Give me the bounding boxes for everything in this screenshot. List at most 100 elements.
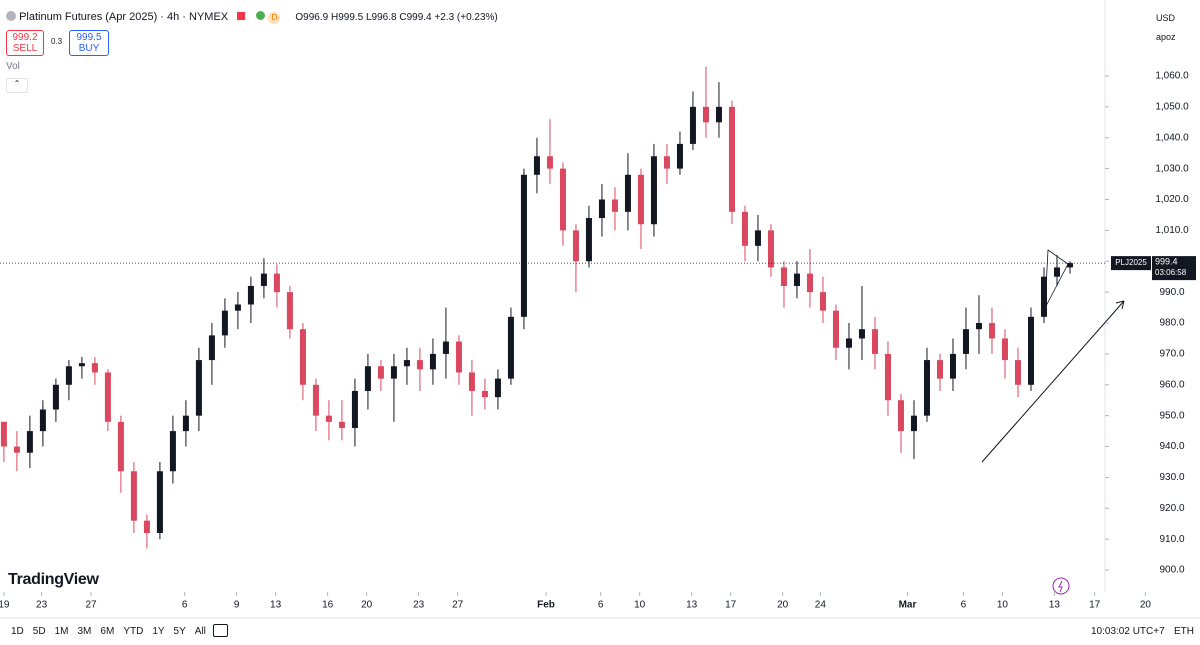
candle-body xyxy=(494,378,501,398)
symbol-title[interactable]: Platinum Futures (Apr 2025) · 4h · NYMEX xyxy=(19,11,229,23)
candle xyxy=(962,307,969,370)
candle xyxy=(130,461,137,534)
candle-body xyxy=(871,329,878,354)
candle-body xyxy=(546,156,553,169)
timeframe-button[interactable]: YTD xyxy=(123,626,144,637)
candle-body xyxy=(208,335,215,361)
date-range-button[interactable] xyxy=(213,624,228,637)
candle xyxy=(273,264,280,308)
candle xyxy=(767,224,774,277)
y-tick-label: 1,030.0 xyxy=(1155,163,1189,174)
candle-body xyxy=(689,106,696,144)
candle xyxy=(143,514,150,549)
x-tick-label: 6 xyxy=(182,600,188,611)
sell-label: SELL xyxy=(12,43,38,54)
candle-body xyxy=(962,329,969,354)
candle xyxy=(689,91,696,151)
scale-mode[interactable]: apoz xyxy=(1156,32,1176,42)
candle xyxy=(1001,329,1008,379)
sell-price: 999.2 xyxy=(12,32,38,43)
timeframe-button[interactable]: All xyxy=(194,626,206,637)
candle xyxy=(221,298,228,348)
candle-body xyxy=(325,415,332,422)
candle xyxy=(923,347,930,422)
timeframe-button[interactable]: 5Y xyxy=(173,626,186,637)
candle-body xyxy=(1040,276,1047,317)
timeframe-button[interactable]: 5D xyxy=(32,626,46,637)
timeframe-button[interactable]: 3M xyxy=(77,626,92,637)
candle-body xyxy=(715,106,722,123)
candle xyxy=(52,378,59,422)
candle xyxy=(520,168,527,330)
candle xyxy=(559,162,566,246)
session[interactable]: ETH xyxy=(1174,626,1194,637)
candle xyxy=(364,353,371,410)
x-tick-label: 19 xyxy=(0,600,10,611)
flag[interactable] xyxy=(237,12,246,20)
candle xyxy=(975,295,982,354)
candle-body xyxy=(767,230,774,268)
candle-body xyxy=(390,366,397,379)
timeframe-button[interactable]: 1Y xyxy=(152,626,165,637)
candle xyxy=(897,394,904,453)
timeframe-button[interactable]: 6M xyxy=(100,626,115,637)
candle-body xyxy=(156,471,163,534)
header: Platinum Futures (Apr 2025) · 4h · NYMEX… xyxy=(6,11,498,24)
candle-body xyxy=(247,285,254,305)
candle-body xyxy=(676,143,683,169)
candle-body xyxy=(13,446,20,453)
candle-body xyxy=(754,230,761,246)
alert-icon[interactable] xyxy=(1052,577,1070,595)
y-tick-label: 960.0 xyxy=(1159,379,1184,390)
candle-body xyxy=(130,471,137,521)
candle-body xyxy=(975,323,982,330)
y-tick-label: 970.0 xyxy=(1159,349,1184,360)
trend-arrow xyxy=(981,300,1125,463)
candle-body xyxy=(1014,360,1021,385)
candle xyxy=(481,378,488,410)
candle xyxy=(702,66,709,138)
candle xyxy=(494,369,501,410)
candle-body xyxy=(182,415,189,432)
candle xyxy=(1027,307,1034,391)
currency[interactable]: USD xyxy=(1156,13,1176,23)
y-tick-label: 1,010.0 xyxy=(1155,225,1189,236)
candle-body xyxy=(403,360,410,367)
collapse-button[interactable]: ⌃ xyxy=(6,78,28,93)
candle xyxy=(546,119,553,185)
candle xyxy=(819,276,826,324)
timeframe-button[interactable]: 1M xyxy=(54,626,69,637)
x-tick-label: 16 xyxy=(322,600,334,611)
ohlc: O996.9 H999.5 L996.8 C999.4 +2.3 (+0.23%… xyxy=(295,12,498,23)
candle xyxy=(455,335,462,385)
candle-body xyxy=(416,360,423,370)
candle xyxy=(247,276,254,324)
x-tick-label: 6 xyxy=(598,600,604,611)
y-tick-label: 940.0 xyxy=(1159,441,1184,452)
candle-body xyxy=(299,329,306,385)
candle-body xyxy=(520,174,527,317)
candle-body xyxy=(429,353,436,370)
candle-body xyxy=(624,174,631,212)
candle-body xyxy=(1066,263,1073,268)
volume-label[interactable]: Vol xyxy=(6,61,20,72)
candle xyxy=(117,415,124,493)
candle-body xyxy=(0,421,7,447)
y-tick-label: 980.0 xyxy=(1159,318,1184,329)
x-tick-label: 9 xyxy=(234,600,240,611)
candle xyxy=(715,82,722,138)
candle-body xyxy=(949,353,956,379)
candle xyxy=(338,400,345,441)
countdown-label: 03:06:58 xyxy=(1155,268,1187,277)
candle-body xyxy=(507,316,514,379)
timeframe-button[interactable]: 1D xyxy=(11,626,24,637)
sell-button[interactable]: 999.2 SELL xyxy=(6,30,44,56)
x-tick-label: 27 xyxy=(452,600,464,611)
candle xyxy=(1053,255,1060,286)
candle-body xyxy=(780,267,787,286)
candle-body xyxy=(806,273,813,293)
candle-body xyxy=(312,384,319,416)
candle xyxy=(104,369,111,432)
candle-body xyxy=(351,390,358,429)
buy-button[interactable]: 999.5 BUY xyxy=(69,30,109,56)
